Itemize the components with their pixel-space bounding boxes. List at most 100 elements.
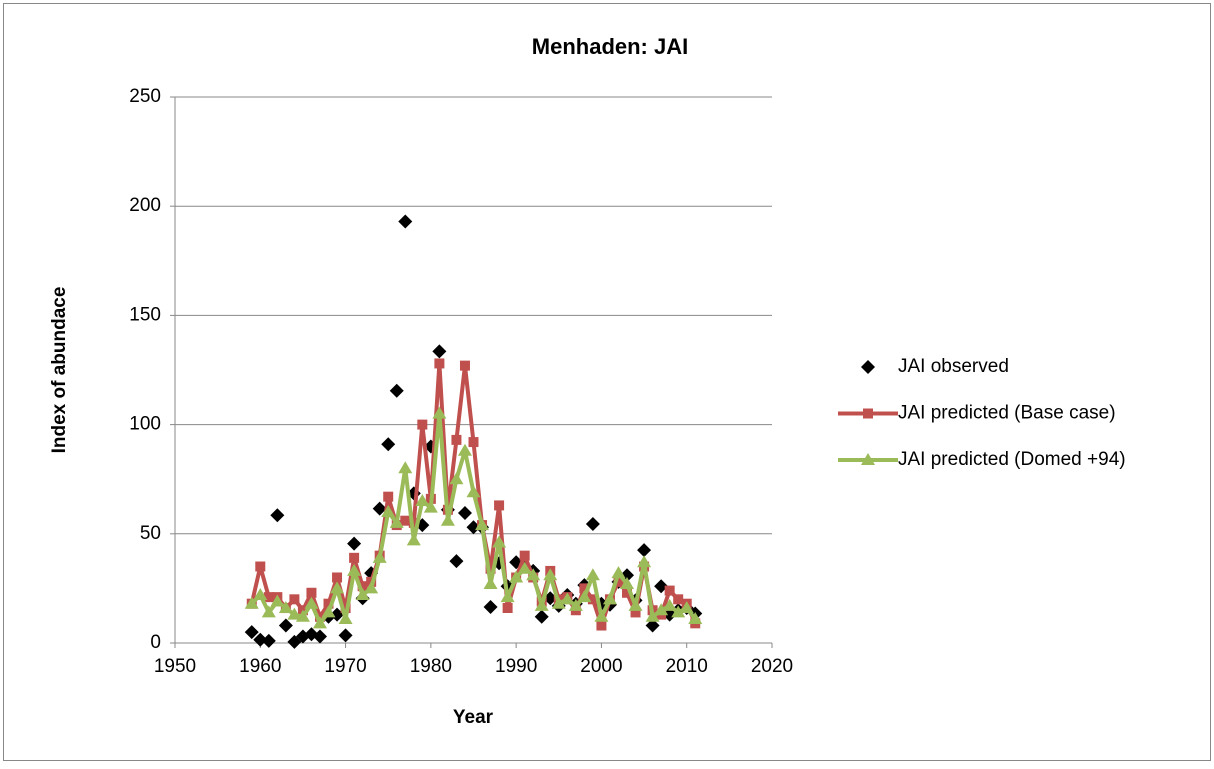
legend-label: JAI predicted (Domed +94) [898, 449, 1126, 470]
triangle-marker [304, 596, 319, 609]
diamond-marker [585, 516, 600, 531]
triangle-marker [602, 592, 617, 605]
triangle-marker [654, 603, 669, 616]
triangle-marker [347, 563, 362, 576]
triangle-marker [517, 561, 532, 574]
x-tick-label: 1970 [324, 656, 366, 677]
triangle-marker [330, 581, 345, 594]
triangle-marker [475, 518, 490, 531]
triangle-marker [449, 472, 464, 485]
triangle-marker [244, 596, 259, 609]
square-marker [417, 419, 428, 430]
square-marker [664, 585, 675, 596]
triangle-marker [261, 605, 276, 618]
triangle-marker [688, 611, 703, 624]
diamond-marker [261, 633, 276, 648]
y-tick-label: 200 [129, 195, 161, 216]
x-tick-label: 1980 [410, 656, 452, 677]
diamond-marker [372, 501, 387, 516]
triangle-marker [381, 504, 396, 517]
triangle-marker [568, 598, 583, 611]
triangle-marker [423, 500, 438, 513]
triangle-marker [560, 592, 575, 605]
square-marker [468, 437, 479, 448]
triangle-marker [645, 609, 660, 622]
x-axis-label: Year [453, 707, 494, 728]
y-axis-label: Index of abundace [49, 287, 70, 454]
triangle-marker [492, 535, 507, 548]
triangle-marker [457, 443, 472, 456]
x-tick-label: 2000 [580, 656, 622, 677]
triangle-marker [577, 590, 592, 603]
x-tick-label: 1990 [495, 656, 537, 677]
triangle-marker [611, 566, 626, 579]
triangle-marker [534, 598, 549, 611]
y-tick-label: 150 [129, 304, 161, 325]
diamond-marker [654, 579, 669, 594]
triangle-marker [662, 598, 677, 611]
triangle-marker [620, 577, 635, 590]
square-marker [289, 594, 300, 605]
diamond-marker [449, 554, 464, 569]
diamond-marker [457, 506, 472, 521]
triangle-marker [406, 533, 421, 546]
triangle-marker [637, 555, 652, 568]
triangle-marker [253, 587, 268, 600]
chart-border [3, 3, 1211, 761]
square-marker [383, 491, 394, 502]
y-tick-label: 100 [129, 414, 161, 435]
square-marker [306, 587, 317, 598]
square-marker [519, 550, 530, 561]
y-tick-label: 50 [140, 523, 161, 544]
triangle-marker [671, 605, 686, 618]
diamond-marker [338, 628, 353, 643]
diamond-marker [466, 520, 481, 535]
square-marker [349, 552, 360, 563]
triangle-marker [594, 609, 609, 622]
diamond-marker [432, 344, 447, 359]
diamond-marker [330, 607, 345, 622]
diamond-marker [861, 360, 875, 374]
square-marker [400, 515, 411, 526]
triangle-marker [398, 461, 413, 474]
triangle-marker [543, 568, 558, 581]
diamond-marker [637, 543, 652, 558]
square-marker [596, 620, 607, 631]
triangle-marker [585, 568, 600, 581]
triangle-marker [509, 570, 524, 583]
square-marker [434, 358, 445, 369]
triangle-marker [432, 406, 447, 419]
triangle-marker [679, 601, 694, 614]
triangle-marker [270, 594, 285, 607]
diamond-marker [534, 609, 549, 624]
triangle-marker [372, 550, 387, 563]
square-marker [494, 500, 505, 511]
x-tick-label: 2020 [751, 656, 793, 677]
triangle-marker [355, 587, 370, 600]
square-marker [451, 434, 462, 445]
x-tick-label: 1960 [239, 656, 281, 677]
x-tick-label: 2010 [666, 656, 708, 677]
diamond-marker [389, 383, 404, 398]
diamond-marker [381, 437, 396, 452]
triangle-marker [295, 609, 310, 622]
square-marker [863, 408, 873, 419]
chart-title: Menhaden: JAI [532, 34, 688, 59]
triangle-marker [389, 515, 404, 528]
triangle-marker [287, 607, 302, 620]
square-marker [502, 603, 513, 614]
diamond-marker [278, 618, 293, 633]
triangle-marker [312, 616, 327, 629]
square-marker [459, 360, 470, 371]
triangle-marker [364, 581, 379, 594]
triangle-marker [440, 513, 455, 526]
square-marker [673, 594, 684, 605]
diamond-marker [312, 629, 327, 644]
triangle-marker [551, 596, 566, 609]
square-marker [332, 572, 343, 583]
x-tick-label: 1950 [154, 656, 196, 677]
legend-label: JAI predicted (Base case) [898, 403, 1116, 424]
triangle-marker [500, 590, 515, 603]
triangle-marker [628, 598, 643, 611]
